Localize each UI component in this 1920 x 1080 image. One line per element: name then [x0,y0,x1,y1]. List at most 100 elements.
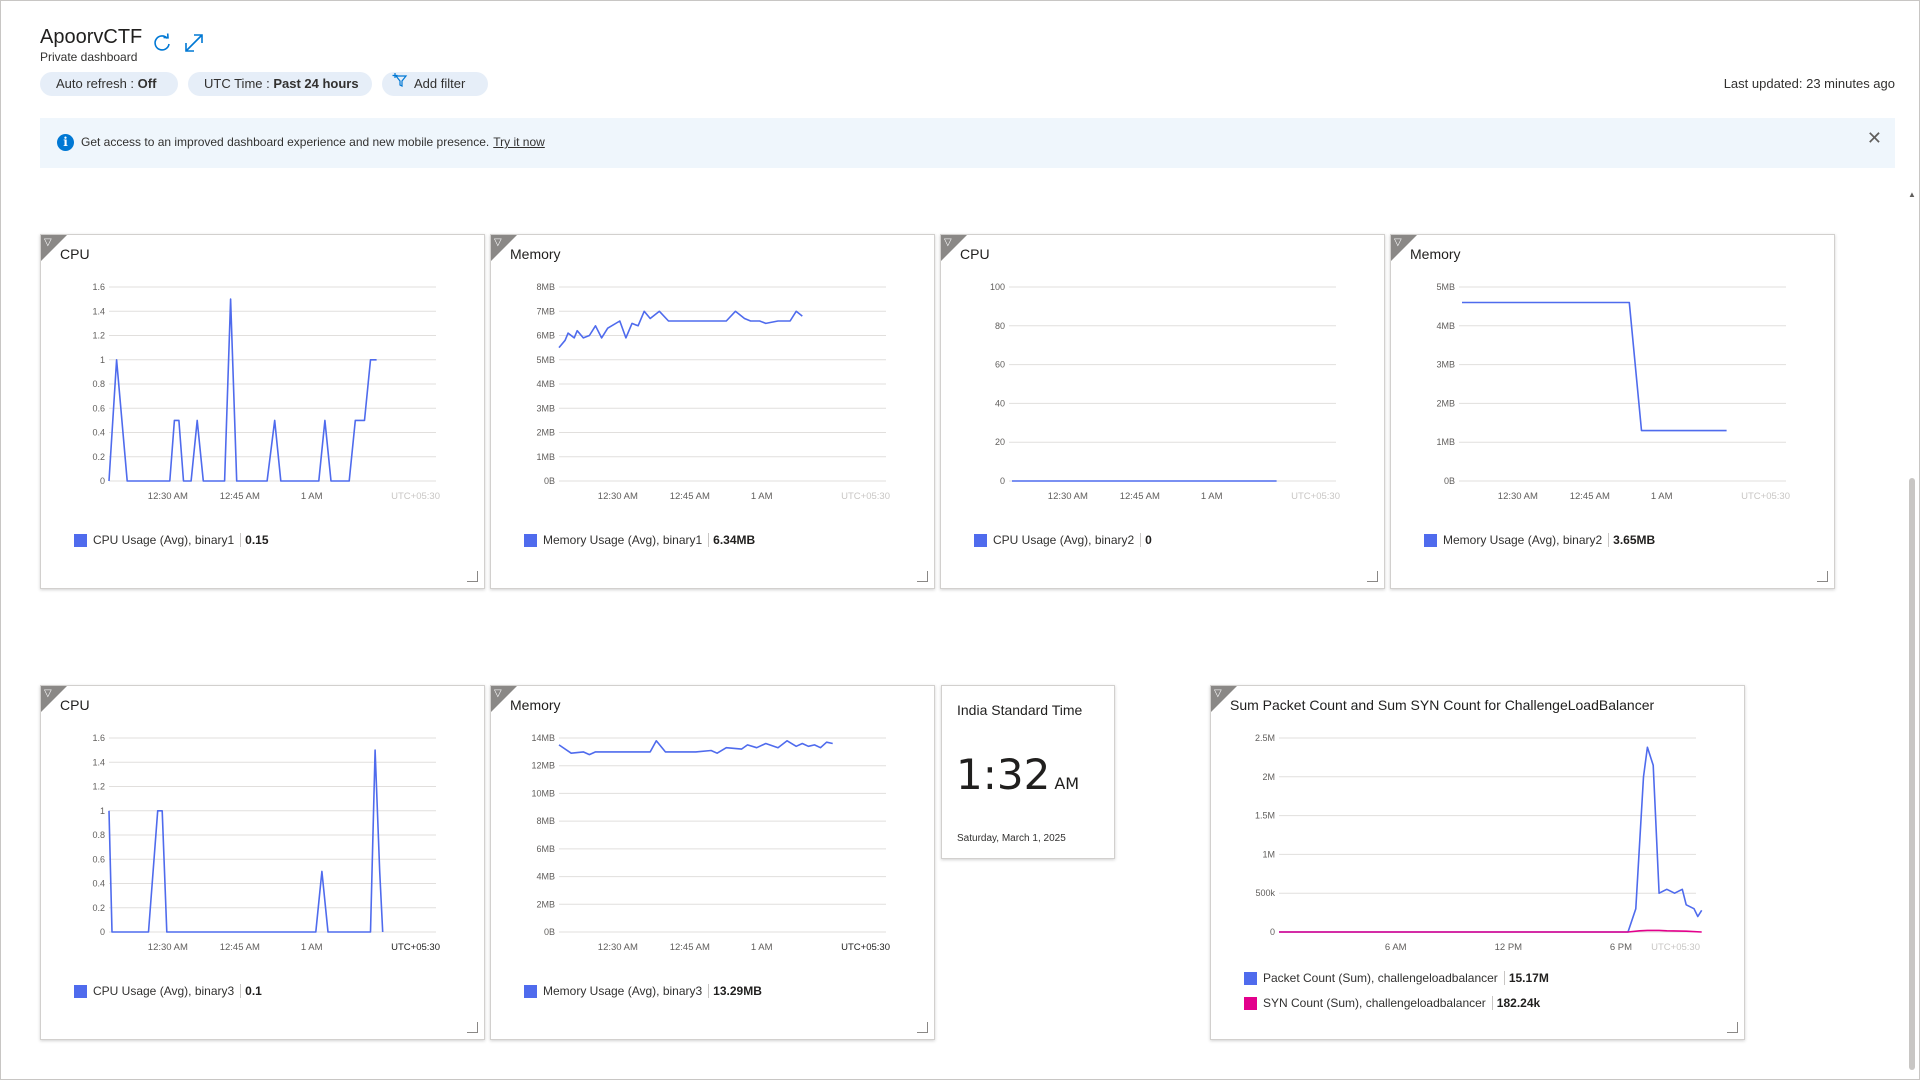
chart-legend: Memory Usage (Avg), binary1 6.34MB [524,533,755,547]
tile-title: Sum Packet Count and Sum SYN Count for C… [1230,697,1655,713]
chart-legend: Memory Usage (Avg), binary3 13.29MB [524,984,762,998]
x-tick-label: 12:30 AM [1498,491,1538,502]
close-icon[interactable]: ✕ [1866,128,1882,148]
tile-corner [491,686,517,712]
series-line [1462,301,1727,432]
legend-value: 3.65MB [1608,533,1655,547]
x-tick-label: 6 AM [1385,942,1407,953]
x-tick-label: 1 AM [751,491,773,502]
memory-tile-binary2[interactable]: ▽ Memory 0B 1MB 2MB 3MB 4MB 5MB 12:30 AM 12:45 … [1390,234,1835,589]
legend-swatch [1424,533,1437,547]
resize-handle[interactable] [467,571,478,582]
x-tick-label: 1 AM [301,942,323,953]
x-tick-label: 6 PM [1610,942,1632,953]
series-line [108,298,377,482]
utc-time-value: Past 24 hours [273,76,359,91]
memory-tile-binary3[interactable]: ▽ Memory 0B 2MB 4MB 6MB 8MB 10MB 12MB 14MB 12:30… [490,685,935,1040]
tile-corner [41,686,67,712]
y-tick-label: 60 [995,360,1005,370]
line-chart: 0 0.2 0.4 0.6 0.8 1 1.2 1.4 1.6 12:30 AM 12:45 AM 1… [92,282,440,502]
resize-handle[interactable] [467,1022,478,1033]
y-tick-label: 12MB [531,761,555,771]
y-tick-label: 0 [1000,476,1005,486]
vertical-scrollbar[interactable]: ▲ [1908,190,1916,1080]
cpu-tile-binary1[interactable]: ▽ CPU 0 0.2 0.4 0.6 0.8 1 1.2 1.4 1.6 12:30 AM 12:… [40,234,485,589]
clock-ampm: AM [1054,774,1080,793]
tile-corner [1211,686,1237,712]
x-tick-label: 12:30 AM [148,942,188,953]
line-chart: 0B 1MB 2MB 3MB 4MB 5MB 12:30 AM 12:45 AM 1 AM UTC… [1436,282,1790,502]
x-tick-label: 1 AM [1651,491,1673,502]
legend-swatch [974,533,987,547]
filter-icon: ▽ [44,688,52,699]
y-tick-label: 2MB [536,428,555,438]
timezone-label: UTC+05:30 [1741,491,1790,502]
cpu-tile-binary3[interactable]: ▽ CPU 0 0.2 0.4 0.6 0.8 1 1.2 1.4 1.6 12:30 AM 12:… [40,685,485,1040]
y-tick-label: 14MB [531,733,555,743]
try-it-now-link[interactable]: Try it now [493,135,545,149]
chart-legend: CPU Usage (Avg), binary3 0.1 [74,984,262,998]
x-tick-label: 12:30 AM [1048,491,1088,502]
memory-tile-binary1[interactable]: ▽ Memory 0B 1MB 2MB 3MB 4MB 5MB 6MB 7MB 8MB 12:30… [490,234,935,589]
legend-swatch [1244,971,1257,985]
y-tick-label: 1.2 [92,782,105,792]
utc-time-button[interactable]: UTC Time : Past 24 hours [188,72,372,96]
expand-icon[interactable] [183,32,205,54]
y-tick-label: 100 [990,282,1005,292]
y-tick-label: 20 [995,437,1005,447]
y-tick-label: 10MB [531,788,555,798]
scrollbar-thumb[interactable] [1909,478,1915,1070]
tile-title: Memory [1410,246,1461,262]
y-tick-label: 0 [100,476,105,486]
clock-tile[interactable]: India Standard Time 1:32 AM Saturday, Mar… [941,685,1115,859]
y-tick-label: 1 [100,355,105,365]
y-tick-label: 3MB [1436,360,1455,370]
filter-icon: ▽ [1214,688,1222,699]
y-tick-label: 0 [100,927,105,937]
load-balancer-tile[interactable]: ▽ Sum Packet Count and Sum SYN Count for… [1210,685,1745,1040]
auto-refresh-button[interactable]: Auto refresh : Off [40,72,178,96]
x-tick-label: 12:30 AM [148,491,188,502]
resize-handle[interactable] [917,1022,928,1033]
resize-handle[interactable] [1817,571,1828,582]
y-tick-label: 0.4 [92,879,105,889]
resize-handle[interactable] [917,571,928,582]
y-tick-label: 500k [1255,888,1275,898]
resize-handle[interactable] [1727,1022,1738,1033]
y-tick-label: 80 [995,321,1005,331]
line-chart: 0 0.2 0.4 0.6 0.8 1 1.2 1.4 1.6 12:30 AM 12:45 AM 1… [92,733,440,953]
y-tick-label: 3MB [536,403,555,413]
timezone-label: UTC+05:30 [1651,942,1700,953]
y-tick-label: 40 [995,398,1005,408]
timezone-label: UTC+05:30 [391,942,440,953]
tile-corner [941,235,967,261]
refresh-icon[interactable] [151,32,173,54]
x-tick-label: 12:45 AM [1120,491,1160,502]
chart-legend: Memory Usage (Avg), binary2 3.65MB [1424,533,1655,547]
y-tick-label: 0.8 [92,830,105,840]
legend-swatch [524,984,537,998]
legend-label: CPU Usage (Avg), binary2 [993,533,1135,547]
y-tick-label: 1 [100,806,105,816]
y-tick-label: 0.8 [92,379,105,389]
resize-handle[interactable] [1367,571,1378,582]
legend-label: CPU Usage (Avg), binary1 [93,533,235,547]
add-filter-button[interactable]: Add filter [382,72,488,96]
last-updated-text: Last updated: 23 minutes ago [1723,76,1895,91]
legend-label: SYN Count (Sum), challengeloadbalancer [1263,996,1486,1010]
legend-value: 15.17M [1503,971,1549,985]
y-tick-label: 8MB [536,282,555,292]
chart-legend: CPU Usage (Avg), binary2 0 [974,533,1152,547]
tile-corner [1391,235,1417,261]
tile-corner [491,235,517,261]
scroll-up-icon[interactable]: ▲ [1908,190,1916,199]
banner-text: Get access to an improved dashboard expe… [81,135,490,149]
info-banner: i Get access to an improved dashboard ex… [40,118,1895,168]
cpu-tile-binary2[interactable]: ▽ CPU 0 20 40 60 80 100 12:30 AM 12:45 AM 1 AM UT… [940,234,1385,589]
y-tick-label: 0B [544,476,555,486]
tile-title: Memory [510,697,561,713]
x-tick-label: 12:30 AM [598,491,638,502]
series-line [558,740,833,756]
y-tick-label: 0.6 [92,403,105,413]
clock-timezone: India Standard Time [957,702,1083,718]
